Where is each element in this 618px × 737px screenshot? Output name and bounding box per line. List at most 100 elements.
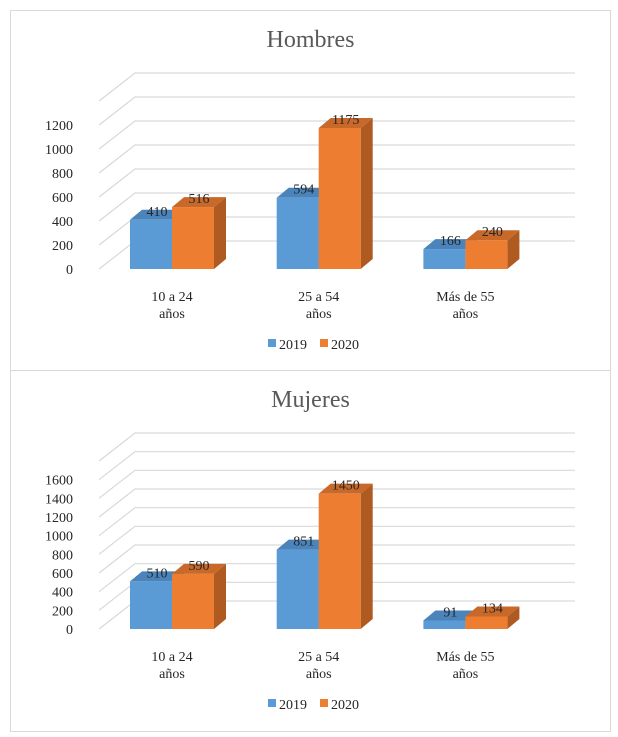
gridline (98, 469, 575, 499)
data-label: 851 (293, 535, 314, 550)
data-label: 594 (293, 183, 314, 198)
bar-front (172, 573, 214, 629)
gridline (98, 432, 575, 462)
y-tick-label: 0 (66, 263, 73, 278)
bar-front (276, 549, 319, 629)
legend-swatch-2019 (268, 339, 276, 347)
bar-2020-0 (172, 197, 226, 269)
bar-top (465, 230, 520, 241)
data-label: 240 (482, 225, 503, 240)
bar-front (423, 249, 466, 269)
category-label: 10 a 24 (151, 650, 192, 665)
category-label: años (306, 307, 332, 322)
bar-top (130, 209, 184, 220)
data-label: 510 (147, 566, 168, 581)
bar-front (465, 240, 508, 269)
bar-side (214, 197, 226, 269)
legend-label-2019: 2019 (279, 698, 307, 713)
chart-title: Hombres (267, 27, 355, 53)
gridline (98, 507, 575, 537)
chart-hombres-svg: Hombres 0 200 400 600 800 1000 1200 410 516 10 a 2… (45, 27, 575, 353)
bar-2020-2 (465, 230, 520, 269)
bar-top (318, 118, 373, 128)
gridline (98, 72, 575, 102)
legend-swatch-2019 (268, 699, 276, 707)
gridline (98, 144, 575, 174)
bar-2020-2 (465, 606, 520, 629)
bar-front (318, 128, 361, 269)
bar-side (507, 230, 520, 269)
bar-top (423, 239, 478, 250)
bar-2019-0 (130, 571, 184, 629)
bar-top (423, 610, 478, 621)
bar-top (172, 563, 226, 574)
legend-swatch-2020 (320, 699, 328, 707)
chart-title: Mujeres (271, 387, 350, 413)
y-tick-label: 200 (52, 604, 73, 619)
bar-front (318, 493, 361, 629)
legend-label-2019: 2019 (279, 338, 307, 353)
category-label: años (453, 667, 479, 682)
bar-2020-1 (318, 483, 373, 629)
gridline (98, 488, 575, 518)
gridline (98, 120, 575, 150)
gridline (98, 192, 575, 222)
category-label: Más de 55 (436, 650, 494, 665)
category-label: 10 a 24 (151, 290, 192, 305)
gridline (98, 168, 575, 198)
category-label: años (159, 307, 185, 322)
y-tick-label: 200 (52, 239, 73, 254)
y-tick-label: 1200 (45, 119, 73, 134)
data-label: 1450 (332, 479, 360, 494)
bar-front (465, 616, 508, 629)
y-tick-label: 600 (52, 191, 73, 206)
category-label: 25 a 54 (298, 650, 339, 665)
data-label: 410 (147, 205, 168, 220)
category-label: años (306, 667, 332, 682)
bar-top (276, 539, 331, 550)
y-tick-label: 1000 (45, 530, 73, 545)
y-tick-label: 1400 (45, 492, 73, 507)
bar-side (507, 606, 520, 629)
gridline (98, 96, 575, 126)
legend-swatch-2020 (320, 339, 328, 347)
data-label: 516 (189, 192, 210, 207)
data-label: 590 (189, 559, 210, 574)
bar-front (130, 581, 172, 629)
bar-2020-0 (172, 563, 226, 629)
chart-hombres: Hombres 0 200 400 600 800 1000 1200 410 516 10 a 2… (10, 10, 611, 371)
bar-2020-1 (318, 118, 373, 269)
y-tick-label: 1600 (45, 474, 73, 489)
bar-top (318, 483, 373, 494)
gridline (98, 525, 575, 555)
y-tick-label: 800 (52, 167, 73, 182)
data-label: 166 (440, 234, 461, 249)
chart-mujeres-svg: Mujeres 0 200 400 600 800 1000 1200 1400 1600 510 5… (45, 387, 575, 713)
y-tick-label: 800 (52, 548, 73, 563)
y-tick-label: 400 (52, 586, 73, 601)
bar-side (360, 483, 373, 629)
y-tick-label: 1000 (45, 143, 73, 158)
category-label: años (159, 667, 185, 682)
bar-front (276, 197, 319, 269)
bar-side (360, 118, 373, 269)
gridline (98, 451, 575, 481)
bar-top (130, 571, 184, 582)
category-label: Más de 55 (436, 290, 494, 305)
bar-top (276, 187, 331, 198)
y-tick-label: 0 (66, 623, 73, 638)
bar-top (465, 606, 520, 617)
category-label: 25 a 54 (298, 290, 339, 305)
gridline (98, 544, 575, 574)
data-label: 134 (482, 601, 503, 616)
legend-label-2020: 2020 (331, 338, 359, 353)
category-label: años (453, 307, 479, 322)
bar-front (423, 620, 466, 629)
y-tick-label: 400 (52, 215, 73, 230)
bar-top (172, 197, 226, 208)
legend-label-2020: 2020 (331, 698, 359, 713)
chart-mujeres: Mujeres 0 200 400 600 800 1000 1200 1400 1600 510 5… (10, 371, 611, 732)
data-label: 1175 (332, 113, 359, 128)
gridline (98, 563, 575, 593)
y-tick-label: 1200 (45, 511, 73, 526)
